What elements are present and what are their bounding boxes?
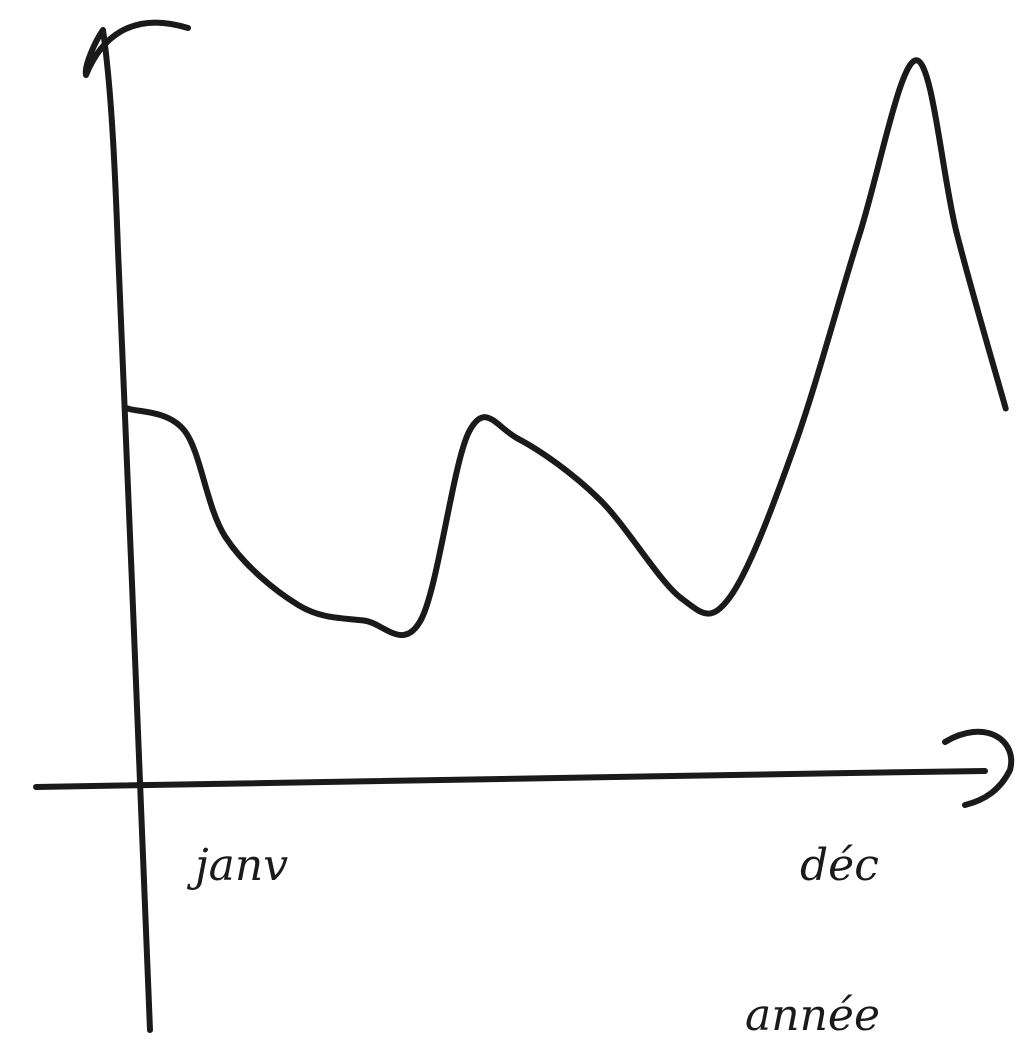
series-line-0: [125, 57, 1009, 638]
x-axis-arrowhead: [942, 728, 1015, 808]
x-axis-line: [33, 768, 988, 790]
x-axis-title: année: [745, 990, 880, 1041]
x-tick-label-janv: janv: [186, 840, 288, 891]
x-tick-label-dec: déc: [800, 840, 879, 891]
y-axis-line: [82, 19, 191, 1033]
